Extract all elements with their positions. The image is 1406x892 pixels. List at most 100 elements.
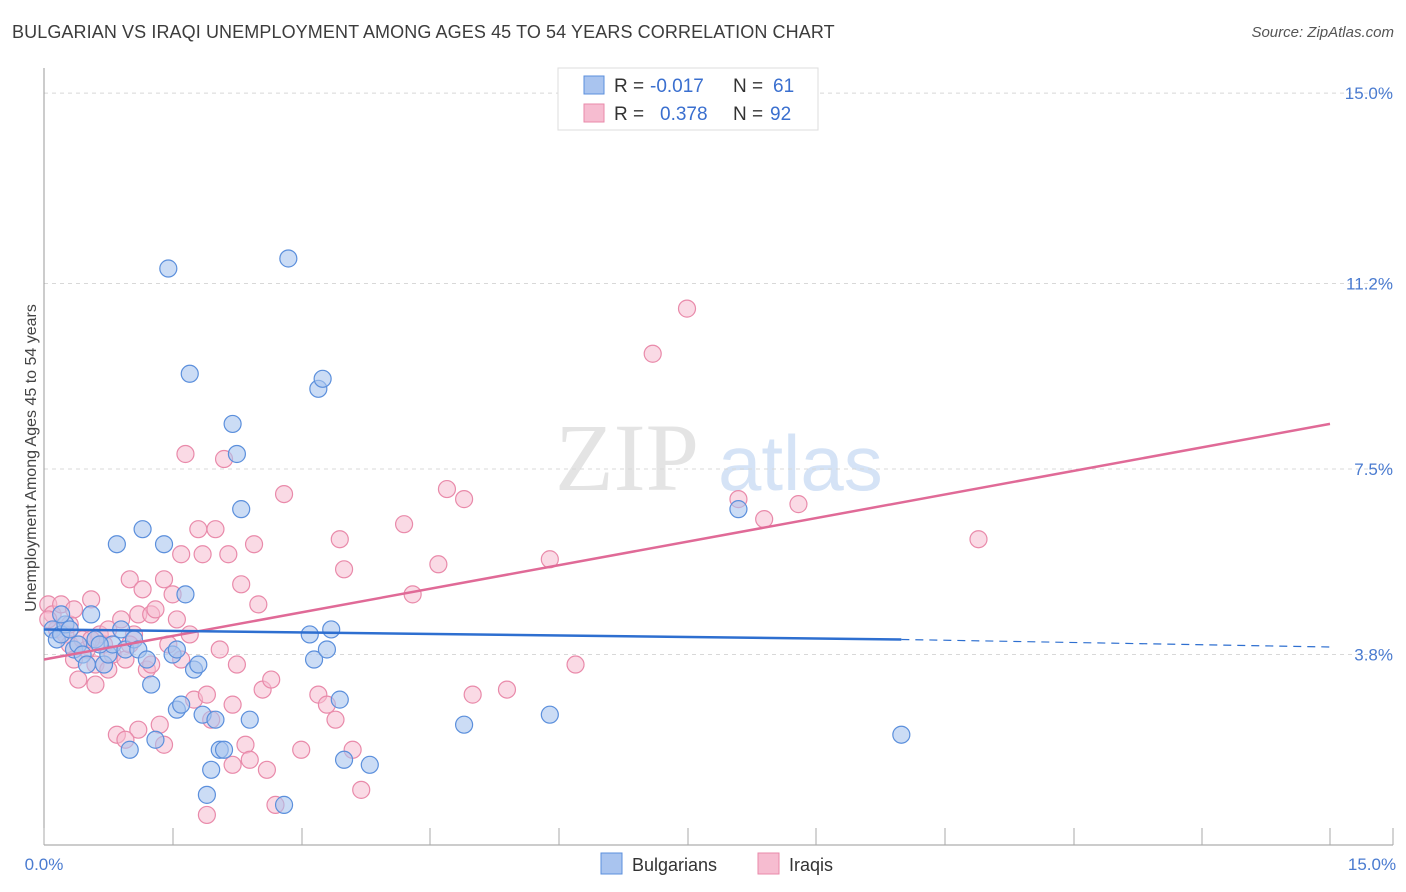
source-label: Source: ZipAtlas.com (1251, 24, 1394, 41)
y-tick-label: 7.5% (1354, 460, 1393, 479)
bulgarian-point (154, 535, 174, 554)
iraqi-point (193, 545, 212, 564)
y-tick-label: 11.2% (1346, 275, 1393, 294)
legend-n-label-iraqis: N = (733, 104, 763, 125)
iraqi-point (326, 710, 345, 729)
bulgarian-point (334, 750, 354, 769)
bulgarian-point (223, 414, 242, 434)
watermark-zip: ZIP (555, 404, 699, 511)
bulgarian-point (317, 640, 337, 659)
bulgarian-point (180, 364, 199, 383)
x-tick-label-max: 15.0% (1348, 855, 1396, 874)
bulgarian-point (330, 690, 349, 709)
legend-n-value-iraqis: 92 (770, 104, 791, 125)
iraqi-trendline (43, 422, 1331, 661)
iraqi-point (292, 740, 311, 759)
bulgarian-point (77, 655, 96, 674)
iraqi-point (969, 530, 988, 549)
chart-title: BULGARIAN VS IRAQI UNEMPLOYMENT AMONG AG… (12, 22, 835, 42)
bulgarian-point (729, 500, 748, 519)
iraqi-point (643, 344, 662, 363)
iraqi-point (454, 490, 474, 509)
axes (43, 68, 1393, 846)
bulgarian-point (176, 585, 195, 604)
bottom-legend-swatch-iraqis (757, 852, 780, 875)
bulgarian-point (82, 605, 101, 624)
iraqi-point (244, 535, 264, 554)
iraqi-point (176, 444, 195, 464)
iraqi-point (210, 640, 229, 659)
iraqi-point (86, 675, 105, 694)
iraqi-point (227, 655, 246, 674)
bulgarian-point (206, 710, 225, 729)
iraqi-point (394, 515, 414, 534)
bulgarian-point (892, 725, 911, 744)
iraqi-point (334, 560, 354, 579)
iraqi-point (240, 750, 259, 769)
iraqi-point (69, 670, 88, 689)
iraqi-point (463, 685, 482, 704)
iraqi-point (497, 680, 517, 699)
bulgarian-trendline (43, 628, 902, 641)
bulgarian-point (142, 675, 161, 694)
iraqi-point (223, 695, 242, 714)
bulgarian-point (133, 520, 152, 539)
bulgarian-point (172, 695, 191, 714)
iraqi-point (197, 685, 216, 704)
iraqi-point (274, 484, 294, 504)
bulgarian-point (107, 535, 126, 554)
iraqi-point (257, 760, 277, 779)
bulgarian-point (313, 369, 332, 388)
bulgarian-point (300, 625, 319, 644)
iraqi-point (223, 755, 242, 774)
legend-r-value-bulgarians: -0.017 (650, 76, 704, 97)
bulgarian-point (227, 444, 246, 464)
bulgarian-point (322, 620, 341, 639)
bulgarian-point (304, 650, 324, 669)
bulgarian-point (146, 730, 165, 749)
grid (44, 92, 1393, 656)
x-tick-label-min: 0.0% (25, 855, 64, 874)
legend: R = -0.017 N = 61 R = 0.378 N = 92 (557, 67, 819, 131)
iraqi-point (437, 479, 457, 499)
bulgarian-point (159, 259, 178, 278)
iraqi-point (789, 495, 808, 514)
legend-swatch-iraqis (583, 103, 605, 123)
iraqi-point (167, 610, 186, 629)
iraqi-point (232, 575, 251, 594)
iraqi-point (206, 520, 225, 539)
iraqi-point (403, 585, 422, 604)
bulgarian-point (274, 795, 294, 814)
bulgarian-point (52, 605, 71, 624)
bulgarian-point (232, 500, 251, 519)
bottom-legend-label-iraqis: Iraqis (789, 855, 833, 875)
iraqi-point (150, 715, 169, 734)
legend-n-value-bulgarians: 61 (773, 76, 794, 97)
y-axis-label: Unemployment Among Ages 45 to 54 years (23, 304, 40, 612)
iraqi-point (677, 299, 697, 318)
iraqi-points (39, 299, 988, 825)
iraqi-point (352, 780, 371, 799)
trendlines (43, 422, 1331, 661)
iraqi-point (249, 595, 268, 614)
bulgarian-point (197, 785, 216, 804)
bulgarian-point (202, 760, 221, 779)
watermark-atlas: atlas (718, 419, 883, 507)
iraqi-point (133, 580, 152, 599)
iraqi-point (129, 720, 148, 739)
bulgarian-point (189, 655, 208, 674)
legend-r-label-bulgarians: R = (614, 76, 644, 97)
iraqi-point (262, 670, 281, 689)
iraqi-point (429, 555, 448, 574)
iraqi-point (219, 545, 238, 564)
y-tick-label: 15.0% (1345, 84, 1393, 103)
iraqi-point (120, 570, 139, 589)
iraqi-point (189, 520, 208, 539)
bulgarian-trendline-extension (901, 638, 1331, 648)
iraqi-point (330, 530, 349, 549)
y-tick-labels: 3.8% 7.5% 11.2% 15.0% (1345, 84, 1393, 664)
bulgarian-point (360, 755, 379, 774)
bulgarian-point (120, 740, 139, 759)
bulgarian-point (137, 650, 156, 669)
